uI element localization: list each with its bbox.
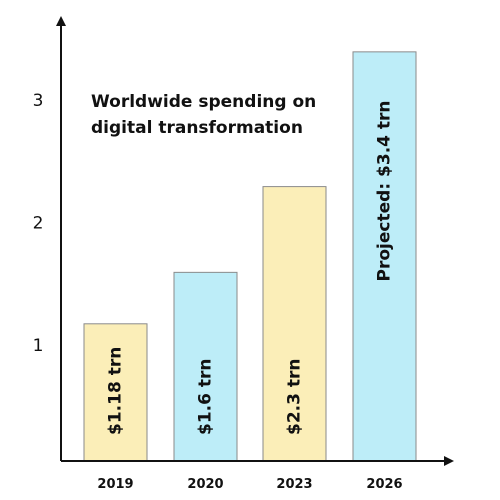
x-tick-2020: 2020	[187, 477, 223, 492]
bar-label-2026: Projected: $3.4 trn	[375, 100, 395, 281]
x-tick-2026: 2026	[366, 477, 402, 492]
bar-2026	[352, 51, 417, 462]
x-tick-2019: 2019	[97, 477, 133, 492]
bar-2019	[83, 323, 148, 462]
bar-2020	[173, 271, 238, 462]
y-tick-2: 2	[33, 213, 44, 233]
bars-layer	[83, 51, 417, 462]
y-tick-3: 3	[33, 91, 44, 111]
x-tick-2023: 2023	[276, 477, 312, 492]
y-tick-1: 1	[33, 336, 44, 356]
x-tick-labels: 2019 2020 2023 2026	[97, 477, 402, 492]
bar-label-2020: $1.6 trn	[196, 359, 216, 435]
bar-label-2023: $2.3 trn	[285, 359, 305, 435]
chart-title-line-1: Worldwide spending on	[91, 92, 316, 112]
chart-title-line-2: digital transformation	[91, 118, 303, 138]
bar-2023	[262, 186, 327, 462]
y-tick-labels: 1 2 3	[33, 91, 44, 356]
bar-label-2019: $1.18 trn	[106, 347, 126, 435]
bar-data-labels: $1.18 trn $1.6 trn $2.3 trn Projected: $3.4…	[106, 100, 395, 435]
